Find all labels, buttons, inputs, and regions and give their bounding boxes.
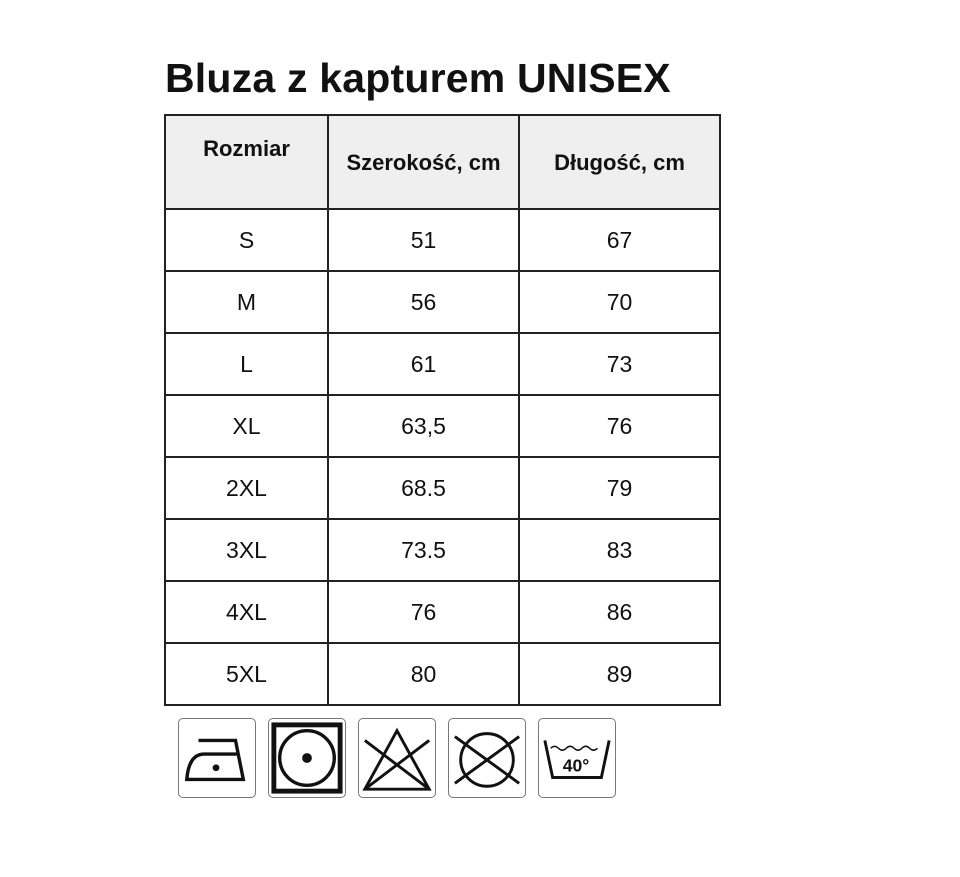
size-table: Rozmiar Szerokość, cm Długość, cm S 51 67 M 56… bbox=[164, 114, 721, 706]
table-cell: 80 bbox=[327, 642, 520, 706]
table-cell: XL bbox=[164, 394, 329, 458]
table-cell: 51 bbox=[327, 208, 520, 272]
table-cell: 3XL bbox=[164, 518, 329, 582]
table-cell: L bbox=[164, 332, 329, 396]
table-cell: 56 bbox=[327, 270, 520, 334]
table-row: S 51 67 bbox=[164, 208, 721, 272]
do-not-dry-clean-icon bbox=[448, 718, 526, 798]
table-row: 5XL 80 89 bbox=[164, 642, 721, 706]
table-row: 4XL 76 86 bbox=[164, 580, 721, 644]
table-cell: 73.5 bbox=[327, 518, 520, 582]
table-cell: 70 bbox=[518, 270, 721, 334]
table-cell: M bbox=[164, 270, 329, 334]
table-cell: 68.5 bbox=[327, 456, 520, 520]
page-title: Bluza z kapturem UNISEX bbox=[165, 55, 671, 101]
table-cell: 4XL bbox=[164, 580, 329, 644]
column-header: Rozmiar bbox=[164, 114, 329, 210]
table-row: 3XL 73.5 83 bbox=[164, 518, 721, 582]
table-cell: 73 bbox=[518, 332, 721, 396]
table-cell: 89 bbox=[518, 642, 721, 706]
wash-40-icon: 40° bbox=[538, 718, 616, 798]
table-cell: 86 bbox=[518, 580, 721, 644]
table-cell: 2XL bbox=[164, 456, 329, 520]
table-cell: 63,5 bbox=[327, 394, 520, 458]
table-cell: 5XL bbox=[164, 642, 329, 706]
tumble-dry-low-icon bbox=[268, 718, 346, 798]
do-not-bleach-icon bbox=[358, 718, 436, 798]
table-cell: 76 bbox=[518, 394, 721, 458]
table-row: 2XL 68.5 79 bbox=[164, 456, 721, 520]
table-cell: 83 bbox=[518, 518, 721, 582]
care-icons: 40° bbox=[178, 718, 616, 798]
table-row: XL 63,5 76 bbox=[164, 394, 721, 458]
iron-one-dot-icon bbox=[178, 718, 256, 798]
table-cell: 61 bbox=[327, 332, 520, 396]
table-cell: 67 bbox=[518, 208, 721, 272]
column-header: Długość, cm bbox=[518, 114, 721, 210]
table-cell: 76 bbox=[327, 580, 520, 644]
column-header: Szerokość, cm bbox=[327, 114, 520, 210]
table-cell: S bbox=[164, 208, 329, 272]
table-cell: 79 bbox=[518, 456, 721, 520]
table-row: M 56 70 bbox=[164, 270, 721, 334]
wash-temperature: 40° bbox=[563, 756, 590, 776]
table-row: L 61 73 bbox=[164, 332, 721, 396]
